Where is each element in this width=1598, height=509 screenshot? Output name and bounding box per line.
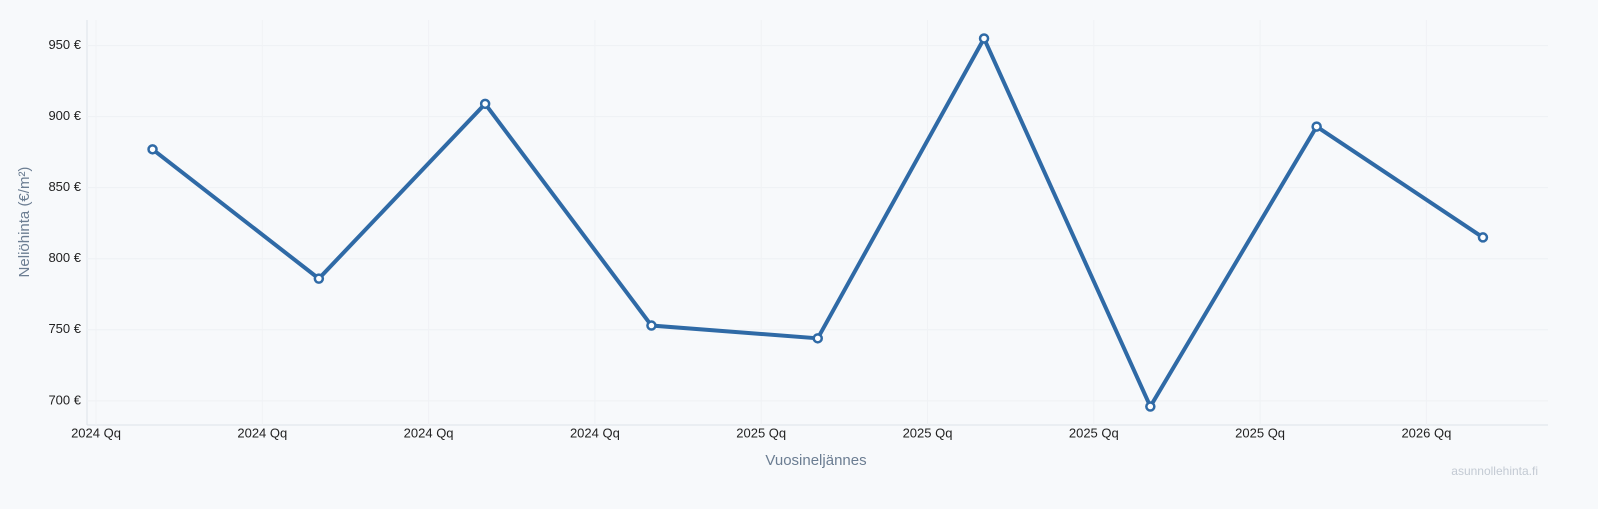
point: [646, 320, 657, 331]
point: [147, 144, 158, 155]
point: [1311, 121, 1322, 132]
x-tick-label: 2024 Qq: [237, 425, 287, 440]
x-tick-label: 2026 Qq: [1401, 425, 1451, 440]
x-tick-label: 2024 Qq: [71, 425, 121, 440]
x-tick-label: 2025 Qq: [1069, 425, 1119, 440]
y-axis-title: Neliöhinta (€/m²): [16, 167, 33, 278]
y-tick-label: 700 €: [48, 392, 81, 407]
y-tick-label: 900 €: [48, 108, 81, 123]
x-axis-title: Vuosineljännes: [765, 452, 866, 469]
y-tick-label: 800 €: [48, 250, 81, 265]
x-tick-label: 2024 Qq: [570, 425, 620, 440]
y-tick-label: 850 €: [48, 179, 81, 194]
point: [1477, 232, 1489, 243]
y-tick-label: 950 €: [48, 37, 81, 52]
y-tick-label: 750 €: [48, 321, 81, 336]
watermark: asunnollehinta.fi: [1451, 464, 1538, 478]
point: [978, 33, 990, 44]
point: [313, 273, 325, 284]
point: [1145, 401, 1156, 412]
x-tick-label: 2025 Qq: [1235, 425, 1285, 440]
point: [479, 98, 491, 110]
x-tick-label: 2024 Qq: [404, 425, 454, 440]
x-tick-label: 2025 Qq: [736, 425, 786, 440]
line: [151, 34, 1485, 411]
x-tick-label: 2025 Qq: [903, 425, 953, 440]
point: [812, 333, 823, 344]
